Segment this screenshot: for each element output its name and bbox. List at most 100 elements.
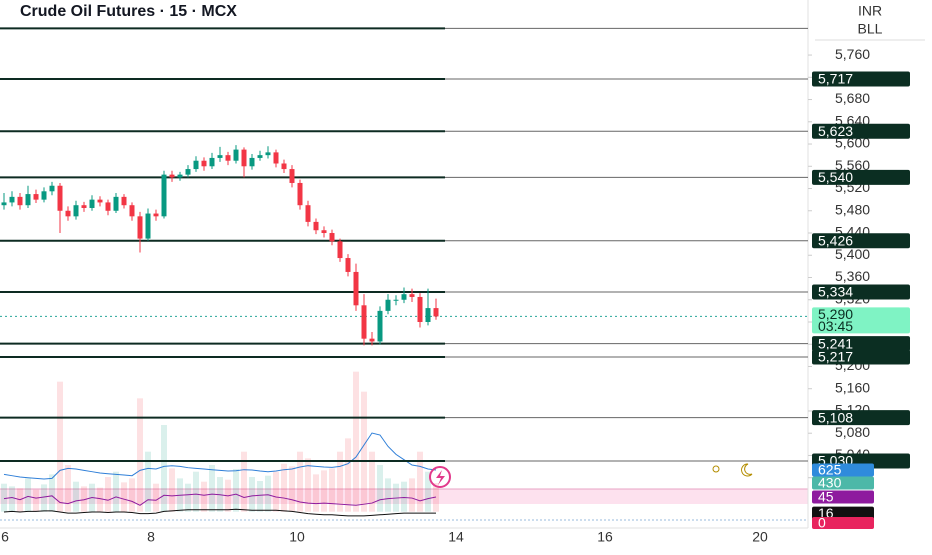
volume-bar — [409, 478, 415, 512]
level-label-bg — [812, 233, 910, 249]
level-label: 5,241 — [818, 335, 853, 351]
volume-ma-label-bg — [812, 463, 874, 477]
y-tick-label: 5,560 — [835, 157, 870, 173]
volume-bar — [417, 451, 423, 512]
logo-bolt — [436, 470, 445, 485]
candle-body — [57, 185, 63, 211]
last-price: 5,290 — [818, 306, 853, 322]
candle-body — [257, 155, 263, 158]
volume-bar — [257, 481, 263, 512]
level-label-bg — [812, 336, 910, 352]
candle-body — [145, 213, 151, 239]
countdown: 03:45 — [818, 318, 853, 334]
volume-bar — [49, 474, 55, 512]
volume-bar — [153, 483, 159, 512]
level-label: 5,540 — [818, 169, 853, 185]
logo[interactable] — [429, 466, 451, 488]
candle-body — [425, 308, 431, 322]
level-label-bg — [812, 410, 910, 426]
candle-body — [409, 294, 415, 297]
volume-bar — [201, 481, 207, 512]
currency: INR — [858, 3, 882, 19]
y-tick-label: 5,360 — [835, 268, 870, 284]
candle-body — [49, 185, 55, 192]
volume-bar — [377, 465, 383, 512]
chart-title: Crude Oil Futures · 15 · MCX — [20, 3, 237, 20]
candle-body — [97, 199, 103, 203]
volume-bar — [113, 471, 119, 512]
moon-icon[interactable] — [741, 463, 753, 477]
volume-bar — [121, 482, 127, 512]
candle-body — [185, 169, 191, 175]
y-tick-label: 5,080 — [835, 424, 870, 440]
volume-bar — [209, 465, 215, 512]
volume-bar — [385, 478, 391, 512]
candle-body — [105, 202, 111, 211]
oscillator-line — [3, 493, 437, 506]
volume-bar — [281, 463, 287, 512]
candle-body — [129, 205, 135, 217]
candle-body — [337, 241, 343, 259]
candle-body — [433, 308, 439, 317]
candle-body — [137, 216, 143, 239]
volume-bar — [361, 391, 367, 512]
candle-body — [65, 210, 71, 217]
candle-body — [401, 294, 407, 300]
candle-body — [153, 213, 159, 217]
candle-body — [161, 174, 167, 217]
level-label-bg — [812, 349, 910, 365]
volume-bar — [193, 471, 199, 512]
y-tick-label: 5,400 — [835, 246, 870, 262]
volume-bar — [25, 478, 31, 512]
candle-body — [89, 199, 95, 208]
volume-bar — [233, 469, 239, 512]
level-label: 5,334 — [818, 284, 853, 300]
volume-bar — [345, 438, 351, 512]
volume-bar — [321, 470, 327, 512]
y-tick-label: 5,480 — [835, 201, 870, 217]
candle-body — [313, 221, 319, 231]
x-tick-label: 14 — [448, 529, 464, 545]
unit: BLL — [858, 21, 883, 37]
candle-body — [1, 202, 7, 206]
volume-bar — [145, 451, 151, 512]
volume-bar — [265, 475, 271, 512]
x-tick-label: 16 — [597, 529, 613, 545]
volume-bar — [65, 465, 71, 512]
candle-body — [353, 271, 359, 306]
volume-bar — [41, 484, 47, 512]
level-label: 5,108 — [818, 409, 853, 425]
sun-icon[interactable] — [712, 465, 720, 473]
level-label: 5,623 — [818, 123, 853, 139]
candle-body — [417, 296, 423, 322]
histogram-label: 0 — [818, 515, 826, 531]
volume-bar — [297, 451, 303, 512]
volume-bar — [249, 477, 255, 512]
candle-body — [193, 160, 199, 170]
candle-body — [233, 149, 239, 161]
x-tick-label: 6 — [1, 529, 9, 545]
volume-bar — [401, 481, 407, 512]
volume-ma-line — [3, 432, 437, 480]
volume-bar — [129, 478, 135, 512]
volume-bar — [289, 466, 295, 512]
candle-body — [273, 152, 279, 164]
volume-bar — [313, 474, 319, 512]
volume-bar — [73, 481, 79, 512]
volume-bar — [105, 477, 111, 512]
x-tick-label: 8 — [147, 529, 155, 545]
oscillator-band — [0, 489, 808, 504]
candle-body — [297, 182, 303, 206]
y-tick-label: 5,760 — [835, 46, 870, 62]
oscillator-label: 45 — [818, 489, 834, 505]
y-tick-label: 5,680 — [835, 90, 870, 106]
level-label: 5,717 — [818, 71, 853, 87]
x-tick-label: 20 — [752, 529, 768, 545]
volume-bar — [369, 451, 375, 512]
candle-body — [321, 230, 327, 234]
candle-body — [377, 310, 383, 342]
candle-body — [33, 194, 39, 200]
level-label-bg — [812, 71, 910, 87]
